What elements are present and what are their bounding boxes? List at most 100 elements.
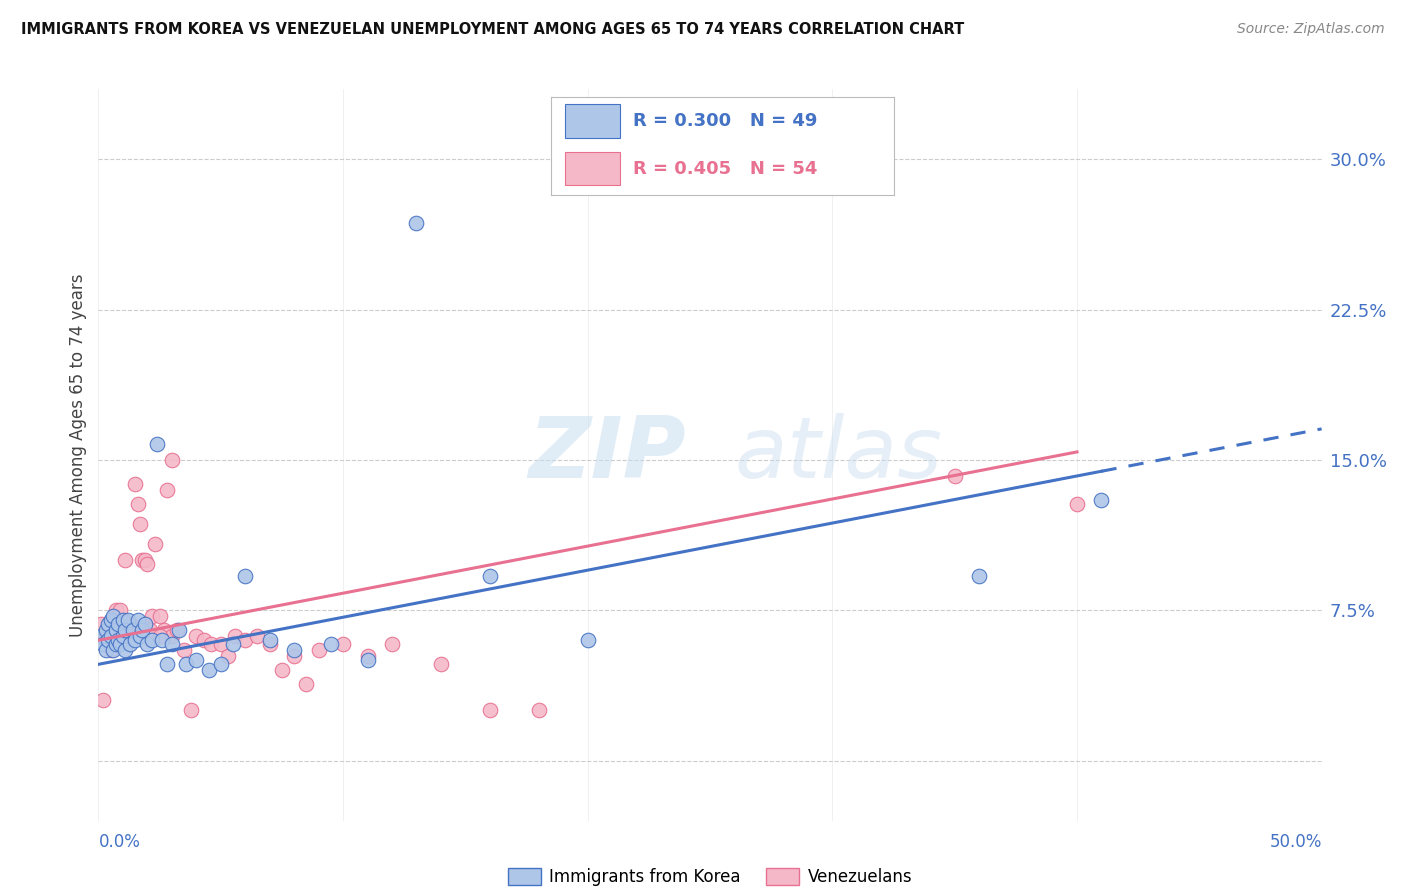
Point [186, 653, 208, 667]
Point [114, 624, 136, 638]
Point [97, 617, 120, 632]
Point [94, 629, 117, 643]
Point [222, 637, 245, 651]
Point [101, 633, 124, 648]
Point [134, 553, 156, 567]
Point [259, 633, 281, 648]
Point [101, 643, 124, 657]
Point [233, 633, 256, 648]
Point [233, 569, 256, 583]
Point [91, 637, 114, 651]
Point [114, 643, 136, 657]
Point [121, 624, 143, 638]
Point [166, 624, 188, 638]
Point [224, 629, 246, 643]
Point [478, 703, 501, 717]
Point [94, 643, 117, 657]
Point [209, 657, 232, 672]
Point [94, 624, 117, 638]
Point [167, 624, 190, 638]
Point [136, 637, 159, 651]
Point [117, 624, 139, 638]
Point [308, 643, 330, 657]
Point [124, 633, 146, 648]
Point [576, 633, 599, 648]
Point [107, 633, 129, 648]
Text: IMMIGRANTS FROM KOREA VS VENEZUELAN UNEMPLOYMENT AMONG AGES 65 TO 74 YEARS CORRE: IMMIGRANTS FROM KOREA VS VENEZUELAN UNEM… [21, 22, 965, 37]
Point [97, 624, 120, 638]
Point [141, 633, 163, 648]
Point [121, 624, 143, 638]
Point [100, 643, 122, 657]
Text: atlas: atlas [734, 413, 942, 497]
Point [131, 624, 153, 638]
Point [117, 613, 139, 627]
Point [156, 657, 179, 672]
Point [381, 637, 404, 651]
Point [136, 557, 159, 571]
Point [90, 629, 112, 643]
Point [405, 217, 427, 231]
Point [107, 633, 129, 648]
Point [246, 629, 269, 643]
Point [176, 657, 198, 672]
Point [478, 569, 501, 583]
Point [1066, 497, 1088, 511]
Point [149, 609, 172, 624]
Point [209, 637, 232, 651]
Point [283, 643, 305, 657]
Point [270, 664, 294, 678]
Point [160, 629, 183, 643]
Point [149, 629, 172, 643]
Point [197, 664, 219, 678]
Point [160, 637, 183, 651]
Point [1090, 493, 1112, 508]
Point [97, 633, 120, 648]
Point [114, 553, 136, 567]
Point [200, 637, 222, 651]
Point [295, 677, 318, 691]
Text: 0.0%: 0.0% [98, 832, 141, 851]
Point [141, 609, 163, 624]
Point [100, 629, 122, 643]
Point [110, 637, 132, 651]
Point [100, 613, 122, 627]
Point [91, 693, 114, 707]
Point [356, 653, 378, 667]
Point [217, 649, 239, 664]
Point [134, 617, 156, 632]
Point [967, 569, 990, 583]
Point [100, 613, 122, 627]
Point [120, 637, 142, 651]
Point [356, 649, 378, 664]
Point [283, 649, 305, 664]
Point [943, 469, 966, 483]
Point [111, 629, 134, 643]
Point [180, 703, 202, 717]
Point [173, 643, 195, 657]
Text: ZIP: ZIP [527, 413, 686, 497]
Point [153, 624, 176, 638]
Point [150, 633, 173, 648]
Point [104, 603, 127, 617]
Point [107, 617, 129, 632]
Point [332, 637, 354, 651]
Point [129, 629, 152, 643]
Point [111, 613, 134, 627]
Point [104, 637, 127, 651]
Point [319, 637, 342, 651]
Point [101, 609, 124, 624]
Point [120, 617, 142, 632]
Point [143, 537, 166, 551]
Point [186, 629, 208, 643]
Text: Source: ZipAtlas.com: Source: ZipAtlas.com [1237, 22, 1385, 37]
Point [104, 624, 127, 638]
Point [156, 483, 179, 497]
Y-axis label: Unemployment Among Ages 65 to 74 years: Unemployment Among Ages 65 to 74 years [69, 273, 87, 637]
Point [129, 517, 152, 532]
Point [430, 657, 453, 672]
Point [131, 553, 153, 567]
Point [193, 633, 215, 648]
Point [110, 603, 132, 617]
Point [527, 703, 550, 717]
